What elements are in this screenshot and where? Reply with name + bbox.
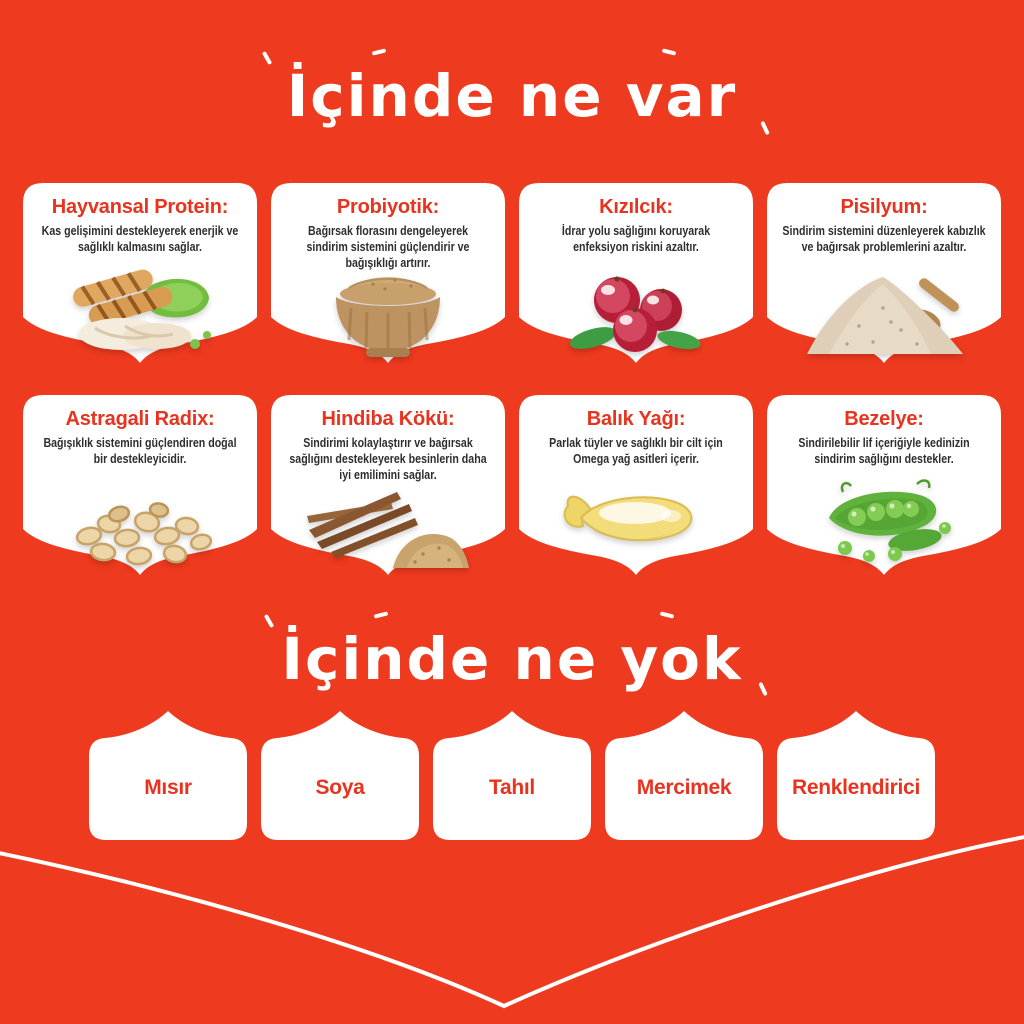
chip-tent-shape bbox=[89, 711, 247, 840]
cranberries-image bbox=[569, 276, 701, 352]
card-title: Probiyotik: bbox=[336, 196, 440, 218]
ingredient-card-balik-yagi: Balık Yağı: Parlak tüyler ve sağlıklı bi… bbox=[519, 395, 753, 577]
ingredient-card-row-2: Astragali Radix: Bağışıklık sistemini gü… bbox=[23, 395, 1001, 577]
green-peas-image bbox=[829, 479, 951, 562]
title-decoration-tick bbox=[659, 611, 675, 619]
excluded-chip-tahil: Tahıl bbox=[433, 710, 591, 840]
excluded-chip-renklendirici: Renklendirici bbox=[777, 710, 935, 840]
card-plaque-shape bbox=[271, 183, 505, 363]
excluded-items-row: Mısır Soya Tahıl Mercimek Renklendirici bbox=[89, 710, 935, 840]
title-decoration-tick bbox=[261, 50, 273, 66]
chicory-roots-image bbox=[307, 492, 469, 568]
card-title: Hayvansal Protein: bbox=[51, 196, 229, 218]
card-title: Astragali Radix: bbox=[65, 408, 215, 430]
excluded-chip-mercimek: Mercimek bbox=[605, 710, 763, 840]
bottom-swoosh-line bbox=[0, 835, 1024, 1009]
ingredient-card-hindiba-koku: Hindiba Kökü: Sindirimi kolaylaştırır ve… bbox=[271, 395, 505, 577]
card-title: Bezelye: bbox=[844, 408, 924, 430]
card-plaque-shape bbox=[519, 395, 753, 575]
card-description: Sindirimi kolaylaştırır ve bağırsak sağl… bbox=[289, 436, 487, 482]
psyllium-husk-image bbox=[807, 277, 963, 354]
title-decoration-tick bbox=[760, 120, 770, 136]
excluded-chip-soya: Soya bbox=[261, 710, 419, 840]
title-decoration-tick bbox=[373, 611, 389, 619]
ingredient-card-row-1: Hayvansal Protein: Kas gelişimini destek… bbox=[23, 183, 1001, 365]
card-description: Kas gelişimini destekleyerek enerjik ve … bbox=[41, 224, 239, 254]
ingredient-card-astragali-radix: Astragali Radix: Bağışıklık sistemini gü… bbox=[23, 395, 257, 577]
ingredient-card-pisilyum: Pisilyum: Sindirim sistemini düzenleyere… bbox=[767, 183, 1001, 365]
excluded-item-label: Tahıl bbox=[489, 776, 535, 799]
card-plaque-shape bbox=[767, 183, 1001, 363]
title-decoration-tick bbox=[263, 613, 275, 629]
excluded-item-label: Soya bbox=[315, 776, 365, 799]
card-title: Hindiba Kökü: bbox=[321, 408, 455, 430]
section-title-excluded: İçinde ne yok bbox=[0, 611, 1024, 697]
card-title: Kızılcık: bbox=[599, 196, 673, 218]
title-decoration-tick bbox=[758, 681, 768, 697]
excluded-chip-misir: Mısır bbox=[89, 710, 247, 840]
chip-tent-shape bbox=[777, 711, 935, 840]
card-description: İdrar yolu sağlığını koruyarak enfeksiyo… bbox=[561, 224, 711, 254]
fish-oil-capsule-image bbox=[563, 495, 693, 542]
card-description: Sindirim sistemini düzenleyerek kabızlık… bbox=[782, 224, 986, 254]
chip-tent-shape bbox=[433, 711, 591, 840]
card-plaque-shape bbox=[519, 183, 753, 363]
section-title-included: İçinde ne var bbox=[0, 48, 1024, 136]
probiotic-powder-bowl-image bbox=[336, 277, 440, 357]
ingredient-card-hayvansal-protein: Hayvansal Protein: Kas gelişimini destek… bbox=[23, 183, 257, 365]
ingredient-card-probiyotik: Probiyotik: Bağırsak florasını dengeleye… bbox=[271, 183, 505, 365]
chip-tent-shape bbox=[605, 711, 763, 840]
grilled-chicken-image bbox=[73, 269, 211, 350]
excluded-item-label: Mercimek bbox=[636, 776, 732, 799]
section-title-included-text: İçinde ne var bbox=[286, 62, 738, 130]
chip-tent-shape bbox=[261, 711, 419, 840]
ingredient-card-bezelye: Bezelye: Sindirilebilir lif içeriğiyle k… bbox=[767, 395, 1001, 577]
card-description: Sindirilebilir lif içeriğiyle kedinizin … bbox=[798, 436, 970, 466]
excluded-item-label: Renklendirici bbox=[792, 776, 920, 799]
excluded-item-label: Mısır bbox=[144, 776, 192, 799]
title-decoration-tick bbox=[661, 48, 677, 56]
title-decoration-tick bbox=[371, 48, 387, 56]
card-title: Balık Yağı: bbox=[586, 408, 686, 430]
card-description: Parlak tüyler ve sağlıklı bir cilt için … bbox=[549, 436, 723, 466]
astragalus-root-slices-image bbox=[75, 502, 213, 566]
card-description: Bağışıklık sistemini güçlendiren doğal b… bbox=[43, 436, 237, 466]
section-title-excluded-text: İçinde ne yok bbox=[281, 625, 743, 693]
card-title: Pisilyum: bbox=[840, 196, 928, 218]
card-description: Bağırsak florasını dengeleyerek sindirim… bbox=[306, 224, 470, 270]
ingredient-card-kizilcik: Kızılcık: İdrar yolu sağlığını koruyarak… bbox=[519, 183, 753, 365]
